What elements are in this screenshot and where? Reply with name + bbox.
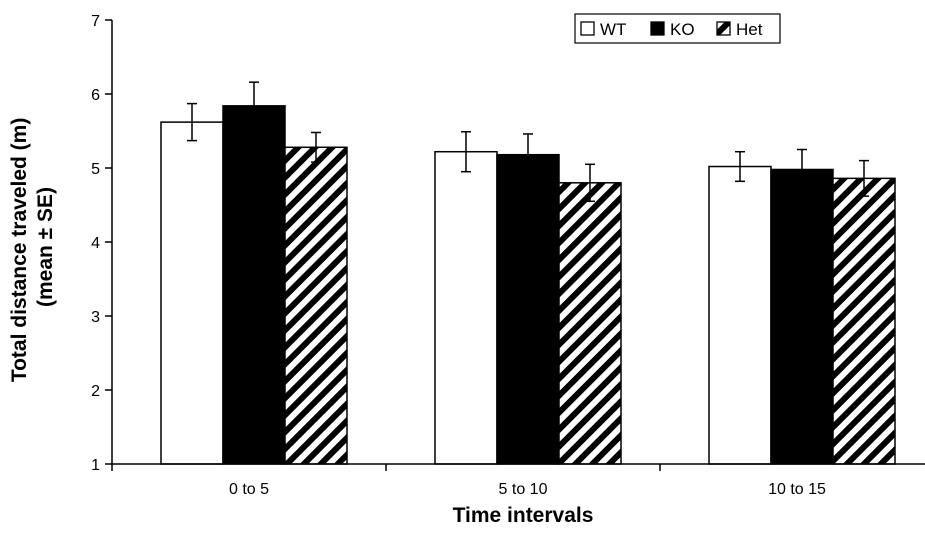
y-tick-label: 5: [91, 161, 100, 178]
bars-layer: [160, 105, 896, 465]
error-bar-wt-1: [461, 130, 471, 173]
bar-het-0: [284, 146, 348, 465]
x-tick-label: 0 to 5: [229, 481, 269, 498]
error-bars-layer: [187, 81, 869, 203]
bar-ko-2: [770, 168, 834, 465]
bar-wt-0: [160, 121, 224, 465]
y-tick-label: 4: [91, 235, 100, 252]
error-bar-het-1: [585, 163, 595, 203]
y-tick-label: 6: [91, 87, 100, 104]
error-bar-ko-0: [249, 81, 259, 131]
x-tick-label: 5 to 10: [499, 481, 548, 498]
legend-label-wt: WT: [600, 20, 626, 39]
legend-swatch-ko: [650, 21, 665, 36]
y-axis-title: Total distance traveled (m) (mean ± SE): [8, 112, 57, 382]
bar-ko-0: [222, 105, 286, 465]
legend-item-ko: KO: [650, 20, 695, 39]
ticks-layer: 0 to 5 5 to 10 10 to 15 1 2 3 4 5 6 7: [91, 13, 826, 498]
y-axis-title-line-2: (mean ± SE): [34, 187, 57, 307]
legend-label-ko: KO: [670, 20, 695, 39]
legend-box: [574, 13, 781, 44]
error-bar-ko-1: [523, 133, 533, 177]
error-bar-wt-0: [187, 102, 197, 142]
x-tick-label: 10 to 15: [768, 481, 826, 498]
error-bar-wt-2: [735, 150, 745, 183]
legend-item-het: Het: [716, 20, 763, 39]
y-tick-label: 3: [91, 309, 100, 326]
legend-swatch-wt: [580, 21, 595, 36]
y-axis-title-line-1: Total distance traveled (m): [8, 118, 31, 383]
bar-wt-2: [708, 165, 772, 465]
error-bar-ko-2: [797, 148, 807, 191]
legend-item-wt: WT: [580, 20, 626, 39]
legend: WT KO Het: [574, 13, 781, 44]
bar-ko-1: [496, 153, 560, 465]
bar-het-2: [832, 177, 896, 465]
bar-het-1: [558, 182, 622, 465]
error-bar-het-2: [859, 159, 869, 197]
bar-wt-1: [434, 150, 498, 465]
y-tick-label: 2: [91, 383, 100, 400]
legend-swatch-het: [716, 21, 731, 36]
x-axis-title: Time intervals: [453, 504, 594, 527]
y-tick-label: 1: [91, 457, 100, 474]
y-tick-label: 7: [91, 13, 100, 30]
legend-label-het: Het: [736, 20, 763, 39]
error-bar-het-0: [311, 131, 321, 163]
